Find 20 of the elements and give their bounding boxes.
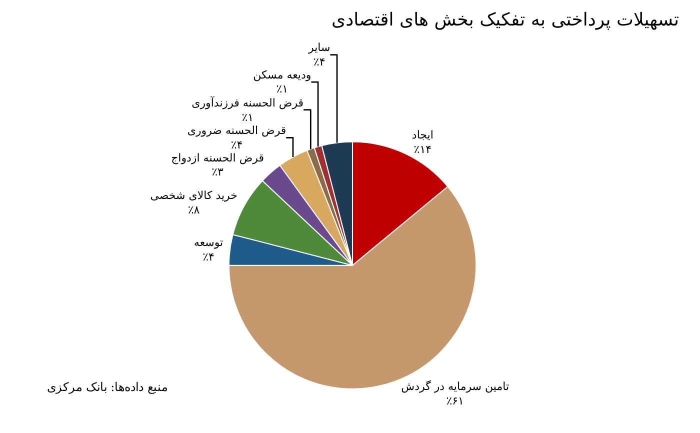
data-label: ٪۳ bbox=[212, 166, 224, 179]
slice-label: سایر bbox=[307, 41, 330, 54]
data-label: ٪۸ bbox=[188, 203, 200, 216]
data-label: ٪۶۱ bbox=[446, 394, 464, 408]
slice-label: توسعه bbox=[194, 236, 224, 249]
data-label: ٪۴ bbox=[202, 250, 215, 264]
slice-label: تامین سرمایه در گردش bbox=[401, 380, 510, 394]
chart-title: تسهیلات پرداختی به تفکیک بخش های اقتصادی bbox=[332, 10, 679, 31]
text: منبع داده‌ها: بانک مرکزی bbox=[47, 380, 168, 394]
slice-label: قرض الحسنه ازدواج bbox=[171, 151, 264, 164]
slice-label: ایجاد bbox=[412, 128, 434, 142]
data-label: ٪۴ bbox=[230, 138, 243, 152]
data-label: ٪۱۴ bbox=[414, 143, 432, 156]
data-label: ٪۱ bbox=[276, 82, 288, 96]
slice-label: قرض الحسنه فرزندآوری bbox=[192, 96, 304, 110]
data-label: ٪۴ bbox=[313, 55, 326, 68]
slice-label: قرض الحسنه ضروری bbox=[187, 124, 286, 138]
slice-label: ودیعه مسکن bbox=[253, 68, 312, 82]
slice-label: خرید کالای شخصی bbox=[150, 188, 238, 202]
data-label: ٪۱ bbox=[242, 111, 254, 124]
